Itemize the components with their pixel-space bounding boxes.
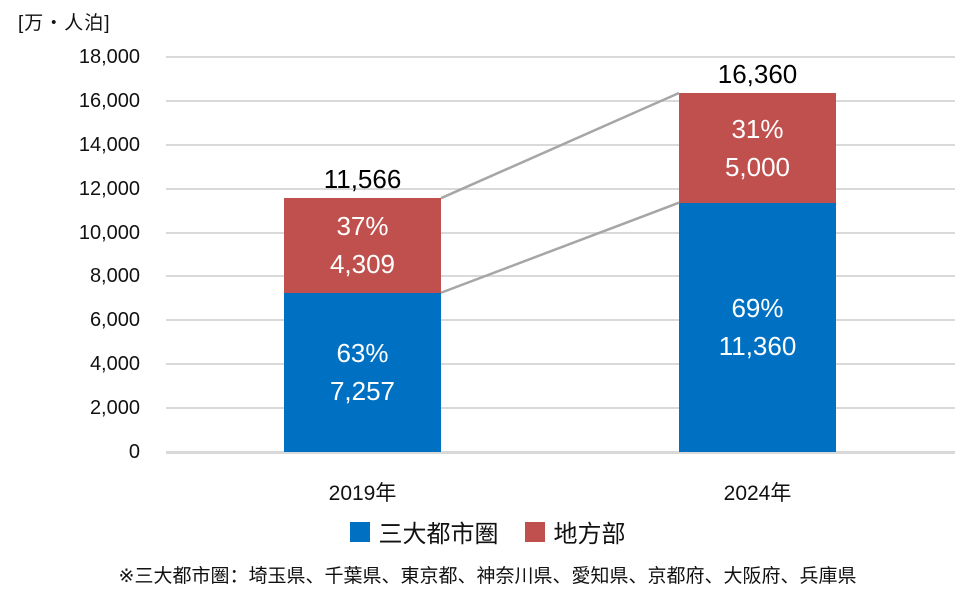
y-axis-tick-label: 4,000 bbox=[89, 353, 140, 376]
segment-value-label: 7,257 bbox=[329, 376, 396, 407]
bar-segment-三大都市圏: 69% 11,360 bbox=[679, 202, 836, 452]
y-axis-tick-label: 10,000 bbox=[78, 221, 140, 244]
segment-percent-label: 31% bbox=[731, 113, 784, 144]
connector-line bbox=[440, 201, 680, 294]
segment-percent-label: 63% bbox=[336, 338, 389, 369]
legend-swatch-icon bbox=[349, 521, 370, 542]
y-axis-tick-label: 8,000 bbox=[89, 265, 140, 288]
legend-swatch-icon bbox=[524, 521, 545, 542]
segment-percent-label: 69% bbox=[731, 293, 784, 324]
segment-percent-label: 37% bbox=[336, 211, 389, 242]
y-axis-tick-label: 14,000 bbox=[78, 133, 140, 156]
legend: 三大都市圏 地方部 bbox=[0, 514, 975, 549]
bar-segment-三大都市圏: 63% 7,257 bbox=[284, 292, 441, 452]
gridline bbox=[166, 143, 955, 146]
y-axis-tick-label: 6,000 bbox=[89, 309, 140, 332]
gridline bbox=[166, 363, 955, 366]
gridline bbox=[166, 56, 955, 58]
y-axis-tick-label: 12,000 bbox=[78, 177, 140, 200]
gridline bbox=[166, 407, 955, 410]
bar-total-label: 16,360 bbox=[717, 58, 798, 89]
y-axis-tick-label: 18,000 bbox=[78, 46, 140, 68]
segment-value-label: 5,000 bbox=[724, 151, 791, 182]
segment-value-label: 11,360 bbox=[718, 331, 797, 362]
y-axis-tick-label: 2,000 bbox=[89, 397, 140, 420]
y-axis-unit-label: [万・人泊] bbox=[18, 13, 111, 34]
legend-item-地方部: 地方部 bbox=[524, 514, 626, 549]
legend-item-三大都市圏: 三大都市圏 bbox=[349, 514, 499, 549]
y-axis-tick-label: 0 bbox=[128, 441, 140, 463]
x-axis-category-label: 2019年 bbox=[328, 482, 397, 505]
y-axis-tick-label: 16,000 bbox=[78, 89, 140, 112]
legend-label: 三大都市圏 bbox=[378, 521, 499, 548]
footnote: ※三大都市圏：埼玉県、千葉県、東京都、神奈川県、愛知県、京都府、大阪府、兵庫県 bbox=[118, 566, 857, 587]
legend-label: 地方部 bbox=[553, 521, 626, 548]
gridline bbox=[166, 319, 955, 322]
bar-total-label: 11,566 bbox=[323, 164, 402, 195]
gridline bbox=[166, 451, 955, 454]
x-axis-category-label: 2024年 bbox=[723, 482, 792, 505]
gridline bbox=[166, 99, 955, 102]
bar-segment-地方部: 37% 4,309 bbox=[284, 198, 441, 293]
bar-segment-地方部: 31% 5,000 bbox=[679, 92, 836, 203]
segment-value-label: 4,309 bbox=[329, 249, 396, 280]
